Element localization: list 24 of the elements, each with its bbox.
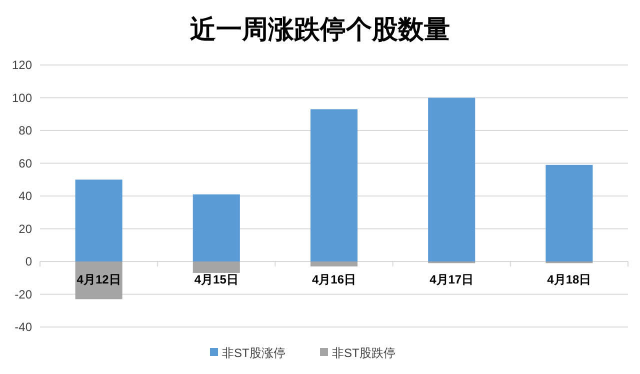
bar	[428, 98, 476, 262]
bar	[75, 180, 122, 262]
y-tick-label: 40	[18, 189, 32, 203]
chart-title: 近一周涨跌停个股数量	[190, 14, 450, 44]
x-tick-label: 4月17日	[430, 272, 474, 286]
x-tick-label: 4月18日	[547, 272, 592, 286]
y-tick-label: 20	[18, 222, 32, 236]
x-tick-label: 4月12日	[76, 272, 121, 286]
y-tick-label: 60	[18, 156, 32, 170]
bar	[192, 262, 240, 273]
y-tick-label: -40	[14, 320, 32, 334]
y-tick-label: 80	[18, 124, 32, 138]
bar	[310, 109, 358, 262]
bar	[310, 262, 358, 266]
x-tick-label: 4月15日	[194, 272, 238, 286]
bar	[192, 194, 240, 262]
legend-label: 非ST股涨停	[222, 346, 286, 360]
y-tick-label: 100	[12, 90, 32, 105]
y-tick-label: 0	[25, 254, 32, 268]
y-tick-label: -20	[14, 287, 32, 302]
bar	[546, 164, 593, 262]
y-tick-label: 120	[12, 58, 32, 72]
legend-label: 非ST股跌停	[332, 346, 396, 360]
x-tick-label: 4月16日	[312, 272, 356, 286]
